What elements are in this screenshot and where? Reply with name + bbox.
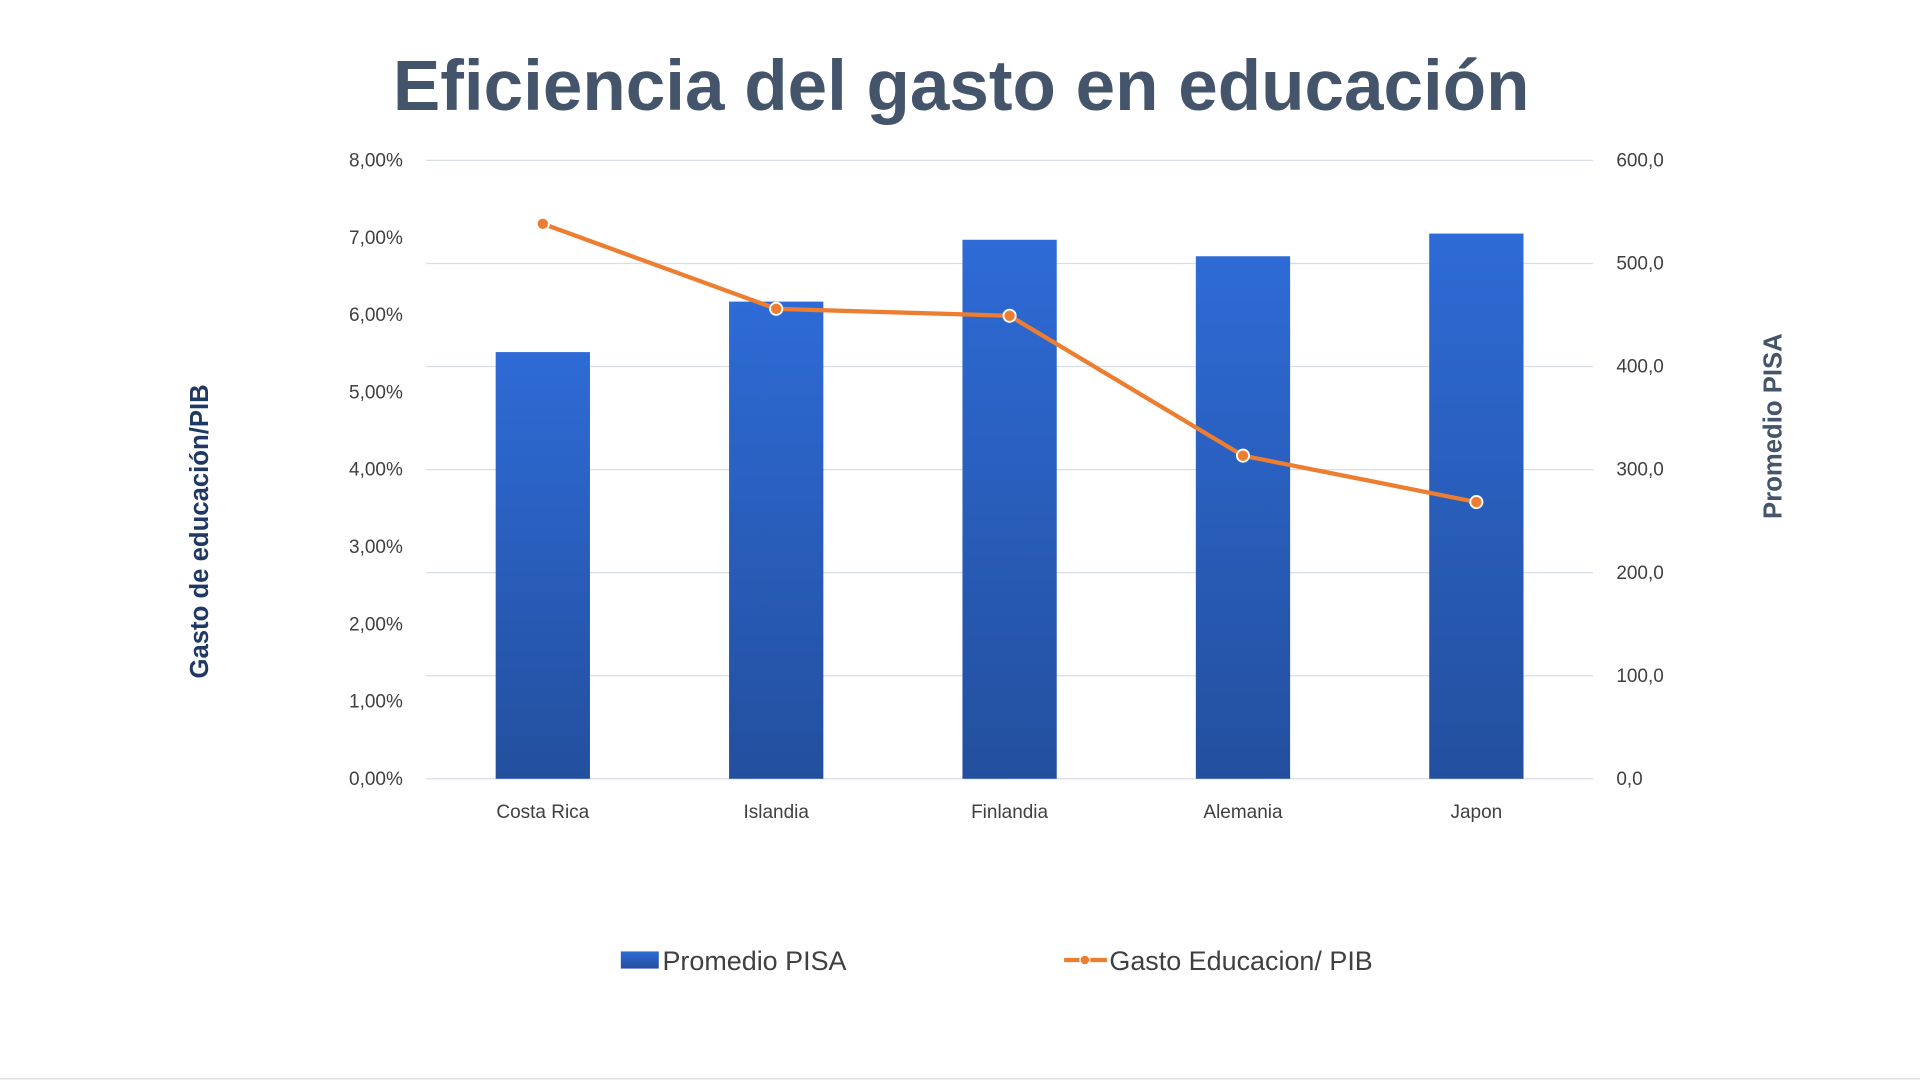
left-tick-label: 1,00% xyxy=(349,692,403,713)
x-tick-label: Finlandia xyxy=(971,802,1048,823)
right-tick-label: 500,0 xyxy=(1616,254,1663,275)
x-tick-label: Costa Rica xyxy=(496,802,589,823)
line-point xyxy=(1235,448,1251,463)
right-tick-label: 100,0 xyxy=(1616,666,1663,687)
x-tick-label: Alemania xyxy=(1203,802,1283,823)
legend-line-marker xyxy=(1079,954,1091,966)
left-tick-label: 4,00% xyxy=(349,460,403,481)
left-tick-label: 5,00% xyxy=(349,382,403,403)
left-axis-ticks: 0,00% 1,00% 2,00% 3,00% 4,00% 5,00% 6,00% 7,00%… xyxy=(349,151,403,790)
bar xyxy=(495,352,590,779)
bar xyxy=(962,239,1057,779)
line-point xyxy=(535,216,550,231)
left-tick-label: 3,00% xyxy=(349,537,403,558)
legend: Promedio PISA Gasto Educacion/ PIB xyxy=(620,946,1373,976)
right-tick-label: 400,0 xyxy=(1616,357,1663,378)
right-tick-label: 300,0 xyxy=(1616,460,1663,481)
right-tick-label: 600,0 xyxy=(1616,151,1663,172)
x-tick-label: Japon xyxy=(1451,802,1503,823)
legend-bar-swatch xyxy=(620,951,659,969)
line-series xyxy=(535,216,1484,510)
x-axis-labels: Costa Rica Islandia Finlandia Alemania Japon xyxy=(496,802,1502,823)
legend-label-line: Gasto Educacion/ PIB xyxy=(1109,946,1372,976)
right-tick-label: 200,0 xyxy=(1616,563,1663,584)
bars xyxy=(495,233,1524,779)
line-point xyxy=(1469,495,1484,510)
x-tick-label: Islandia xyxy=(744,802,810,823)
line-point xyxy=(769,301,784,316)
left-tick-label: 7,00% xyxy=(349,228,403,249)
left-tick-label: 8,00% xyxy=(349,151,403,172)
chart-title: Eficiencia del gasto en educación xyxy=(393,47,1530,126)
left-tick-label: 0,00% xyxy=(349,769,403,790)
left-tick-label: 2,00% xyxy=(349,614,403,635)
bar xyxy=(1195,256,1291,779)
bar xyxy=(729,301,824,779)
right-axis-ticks: 0,0 100,0 200,0 300,0 400,0 500,0 600,0 xyxy=(1616,151,1663,790)
legend-label-bars: Promedio PISA xyxy=(662,946,846,976)
line-point xyxy=(1002,308,1017,323)
left-tick-label: 6,00% xyxy=(349,305,403,326)
right-tick-label: 0,0 xyxy=(1616,769,1642,790)
right-axis-title: Promedio PISA xyxy=(1760,333,1788,519)
left-axis-title: Gasto de educación/PIB xyxy=(186,384,214,678)
